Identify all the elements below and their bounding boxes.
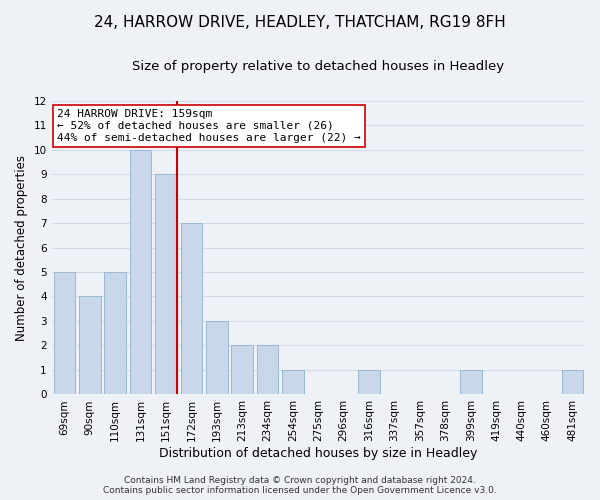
Bar — [181, 223, 202, 394]
Text: Contains HM Land Registry data © Crown copyright and database right 2024.
Contai: Contains HM Land Registry data © Crown c… — [103, 476, 497, 495]
Bar — [206, 321, 227, 394]
Bar — [257, 346, 278, 395]
Y-axis label: Number of detached properties: Number of detached properties — [15, 154, 28, 340]
Bar — [155, 174, 177, 394]
X-axis label: Distribution of detached houses by size in Headley: Distribution of detached houses by size … — [159, 447, 478, 460]
Bar — [79, 296, 101, 394]
Bar — [562, 370, 583, 394]
Bar — [358, 370, 380, 394]
Bar — [130, 150, 151, 394]
Bar — [53, 272, 75, 394]
Title: Size of property relative to detached houses in Headley: Size of property relative to detached ho… — [132, 60, 505, 73]
Text: 24 HARROW DRIVE: 159sqm
← 52% of detached houses are smaller (26)
44% of semi-de: 24 HARROW DRIVE: 159sqm ← 52% of detache… — [57, 110, 361, 142]
Bar — [460, 370, 482, 394]
Bar — [232, 346, 253, 395]
Bar — [104, 272, 126, 394]
Text: 24, HARROW DRIVE, HEADLEY, THATCHAM, RG19 8FH: 24, HARROW DRIVE, HEADLEY, THATCHAM, RG1… — [94, 15, 506, 30]
Bar — [282, 370, 304, 394]
